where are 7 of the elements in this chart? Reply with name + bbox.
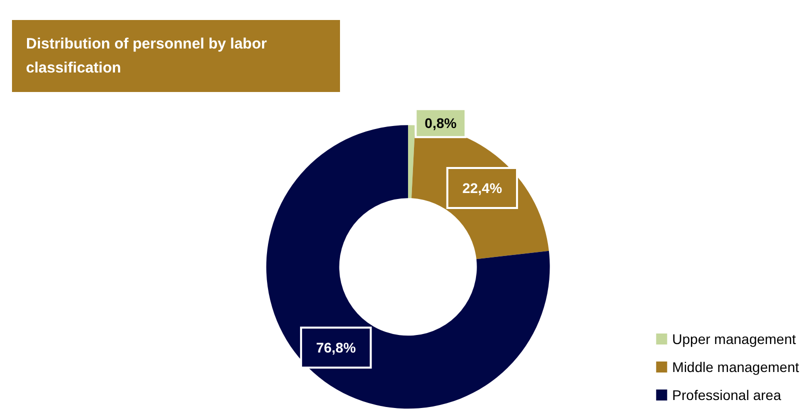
data-label: 0,8% bbox=[424, 115, 458, 132]
data-label: 22,4% bbox=[462, 180, 503, 196]
legend-label: Upper management bbox=[672, 331, 796, 347]
chart-title: Distribution of personnel by labor classification bbox=[26, 36, 272, 76]
legend-label: Professional area bbox=[672, 387, 782, 403]
legend-label: Middle management bbox=[672, 359, 800, 375]
data-label: 76,8% bbox=[316, 340, 356, 356]
